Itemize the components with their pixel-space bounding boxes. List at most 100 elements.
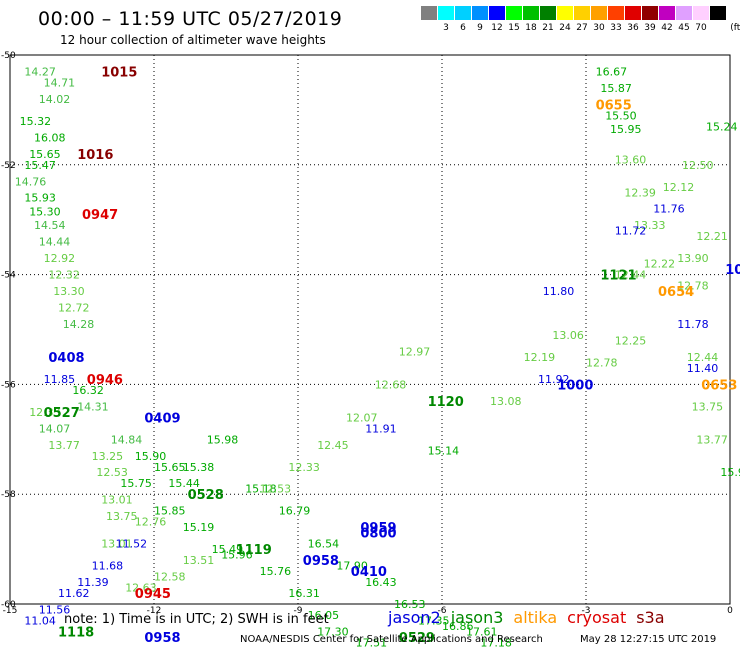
scale-swatch	[523, 6, 539, 20]
pass-time-label: 0958	[144, 631, 180, 646]
pass-time-label: 1118	[58, 625, 94, 640]
swh-value: 14.76	[15, 175, 47, 188]
plot-frame	[9, 54, 731, 605]
swh-value: 16.31	[288, 587, 320, 600]
scale-label: 9	[477, 23, 483, 33]
pass-time-label: 0408	[48, 351, 84, 366]
pass-time-label: 1016	[77, 148, 113, 163]
swh-value: 15.93	[24, 192, 56, 205]
chart-title: 00:00 – 11:59 UTC 05/27/2019	[38, 8, 343, 30]
swh-value: 16.86	[442, 620, 474, 633]
swh-value: 12.76	[135, 516, 167, 529]
scale-swatch	[557, 6, 573, 20]
swh-value: 12.78	[677, 280, 709, 293]
swh-value: 15.14	[428, 444, 460, 457]
generated-timestamp: May 28 12:27:15 UTC 2019	[580, 634, 717, 645]
x-tick-label: -6	[438, 606, 447, 616]
pass-time-label: 0654	[658, 285, 694, 300]
swh-value: 15.65	[29, 148, 61, 161]
swh-value: 12.19	[524, 351, 556, 364]
y-tick-label: -54	[1, 271, 16, 281]
swh-value: 14.71	[44, 76, 76, 89]
swh-value: 11.04	[24, 614, 56, 627]
swh-value: 12.63	[125, 582, 157, 595]
pass-time-label: 100	[725, 263, 740, 278]
swh-value: 11.85	[44, 373, 76, 386]
swh-value: 14.44	[39, 236, 71, 249]
scale-label: 15	[508, 23, 520, 33]
swh-value: 16.54	[308, 538, 340, 551]
swh-value: 12.25	[615, 334, 647, 347]
swh-value: 11.62	[58, 587, 90, 600]
swh-value: 15.65	[154, 461, 186, 474]
swh-value: 13.06	[552, 329, 584, 342]
swh-value: 15.32	[20, 115, 51, 128]
swh-value: 15.85	[154, 505, 186, 518]
x-tick-label: -3	[582, 606, 591, 616]
swh-value: 17.30	[317, 625, 349, 638]
swh-value: 13.33	[634, 219, 666, 232]
swh-value: 14.02	[39, 93, 71, 106]
swh-value: 16.79	[279, 505, 311, 518]
swh-value: 15.91	[720, 466, 740, 479]
swh-value: 12.39	[624, 186, 656, 199]
pass-time-label: 0945	[135, 587, 171, 602]
swh-value: 13.77	[48, 439, 80, 452]
swh-value: 12.72	[58, 302, 90, 315]
scale-label: 12	[491, 23, 503, 33]
swh-value: 14.28	[63, 318, 95, 331]
swh-value: 15.87	[600, 82, 632, 95]
scale-swatch	[421, 6, 437, 20]
pass-time-label: 1121	[600, 269, 636, 284]
pass-time-label: 0958	[303, 554, 339, 569]
scale-label: 3	[443, 23, 449, 33]
swh-value: 11.72	[615, 225, 647, 238]
swh-value: 12.58	[154, 571, 186, 584]
swh-value: 12.32	[48, 269, 80, 282]
swh-value: 12.12	[663, 181, 695, 194]
swh-value: 13.51	[183, 554, 215, 567]
pass-time-label: 0946	[87, 373, 123, 388]
swh-value: 16.32	[72, 384, 104, 397]
legend-s3a: s3a	[636, 608, 665, 627]
scale-label: 18	[525, 23, 537, 33]
swh-value: 12.07	[346, 411, 378, 424]
swh-value: 12.33	[29, 406, 61, 419]
pass-time-label: 0655	[596, 98, 632, 113]
swh-value: 16.53	[394, 598, 426, 611]
pass-time-label: 0409	[144, 411, 180, 426]
swh-value: 13.01	[101, 494, 133, 507]
swh-value: 11.40	[687, 362, 719, 375]
swh-value: 13.30	[53, 285, 84, 298]
swh-value: 15.30	[29, 205, 61, 218]
swh-value: 15.75	[120, 477, 151, 490]
swh-value: 12.78	[586, 356, 618, 369]
legend-jason3: jason3	[450, 608, 504, 627]
scale-swatch	[659, 6, 675, 20]
legend-altika: altika	[513, 608, 558, 627]
scale-swatch	[472, 6, 488, 20]
scale-swatch	[642, 6, 658, 20]
pass-time-label: 0653	[701, 378, 737, 393]
scale-label: 27	[576, 23, 588, 33]
swh-value: 15.90	[135, 450, 167, 463]
swh-value: 15.49	[212, 543, 244, 556]
pass-time-label: 1015	[101, 65, 137, 80]
pass-time-label: 0947	[82, 208, 118, 223]
scale-swatch	[710, 6, 726, 20]
swh-value: 12.33	[288, 461, 320, 474]
swh-value: 12.53	[96, 466, 128, 479]
pass-time-label: 0529	[399, 631, 435, 646]
swh-value: 12.50	[682, 159, 714, 172]
swh-value: 17.61	[466, 625, 498, 638]
swh-value: 16.08	[34, 131, 66, 144]
pass-time-label: 0528	[188, 488, 224, 503]
swh-value: 12.92	[44, 252, 76, 265]
pass-time-label: 1119	[236, 543, 272, 558]
scale-swatch	[506, 6, 522, 20]
swh-value: 17.18	[480, 636, 512, 649]
x-tick-label: -9	[294, 606, 303, 616]
swh-value: 13.25	[92, 450, 124, 463]
swh-value: 17.51	[356, 636, 388, 649]
scale-swatch	[489, 6, 505, 20]
